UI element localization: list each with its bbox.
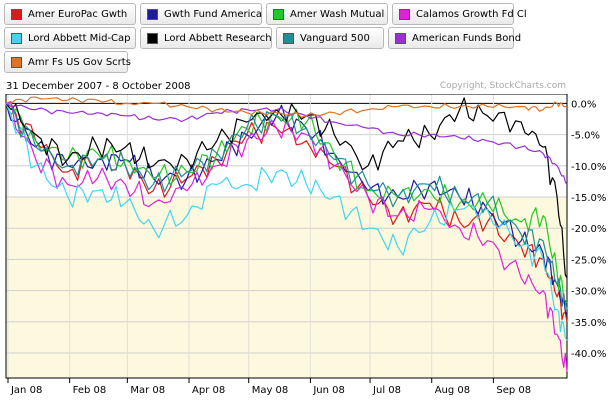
legend-item-4[interactable]: Lord Abbett Mid-Cap (4, 27, 136, 49)
x-tick-label: Jun 08 (312, 385, 345, 396)
date-range-label: 31 December 2007 - 8 October 2008 (6, 81, 191, 92)
y-tick-label: -5.0% (571, 131, 600, 142)
y-tick-label: -35.0% (571, 318, 606, 329)
legend-item-5[interactable]: Lord Abbett Research (140, 27, 272, 49)
legend-label: Lord Abbett Research (164, 32, 272, 44)
legend-item-0[interactable]: Amer EuroPac Gwth (4, 3, 136, 25)
legend-label: American Funds Bond (412, 32, 522, 44)
legend-swatch (11, 32, 22, 44)
x-tick-label: Jul 08 (372, 385, 401, 396)
plot-bg-upper (6, 94, 567, 197)
y-tick-label: -15.0% (571, 193, 606, 204)
legend-swatch (399, 8, 410, 20)
legend-swatch (11, 8, 22, 20)
x-tick-label: Aug 08 (435, 385, 470, 396)
y-tick-label: 0.0% (571, 99, 596, 110)
legend-swatch (283, 32, 294, 44)
series-line-6 (5, 102, 568, 310)
performance-chart: 0.0% -5.0% -10.0% -15.0% -20.0% -25.0% -30.0% -… (5, 94, 606, 396)
y-tick-label: -30.0% (571, 287, 606, 298)
copyright-text: Copyright, StockCharts.com (439, 81, 566, 91)
legend-item-1[interactable]: Gwth Fund America (140, 3, 262, 25)
legend-label: Vanguard 500 (300, 32, 370, 44)
legend-item-8[interactable]: Amr Fs US Gov Scrts (4, 51, 131, 73)
legend-item-3[interactable]: Calamos Growth Fd Cl (392, 3, 527, 25)
series-line-4 (5, 103, 568, 341)
x-tick-label: Apr 08 (192, 385, 225, 396)
x-tick-label: Jan 08 (10, 385, 42, 396)
y-tick-label: -20.0% (571, 224, 606, 235)
legend-item-6[interactable]: Vanguard 500 (276, 27, 384, 49)
legend-swatch (395, 32, 406, 44)
legend-label: Calamos Growth Fd Cl (416, 8, 527, 20)
x-tick-label: Feb 08 (73, 385, 107, 396)
legend-swatch (11, 56, 22, 68)
legend-label: Amr Fs US Gov Scrts (28, 56, 131, 68)
legend-label: Lord Abbett Mid-Cap (28, 32, 131, 44)
legend-label: Gwth Fund America (164, 8, 263, 20)
legend-item-2[interactable]: Amer Wash Mutual (266, 3, 388, 25)
legend-item-7[interactable]: American Funds Bond (388, 27, 521, 49)
y-tick-label: -10.0% (571, 162, 606, 173)
plot-frame (5, 94, 568, 379)
x-tick-label: Mar 08 (130, 385, 165, 396)
legend-swatch (273, 8, 284, 20)
y-tick-label: -25.0% (571, 255, 606, 266)
legend-label: Amer Wash Mutual (290, 8, 385, 20)
y-tick-label: -40.0% (571, 349, 606, 360)
legend-label: Amer EuroPac Gwth (28, 8, 128, 20)
series-line-8 (5, 96, 568, 118)
x-tick-label: Sep 08 (496, 385, 531, 396)
legend-swatch (147, 32, 158, 44)
legend-swatch (147, 8, 158, 20)
legend: Amer EuroPac Gwth Gwth Fund America Amer W… (0, 0, 614, 76)
series-line-3 (5, 101, 568, 372)
x-tick-label: May 08 (252, 385, 289, 396)
plot-bg-lower (6, 196, 567, 378)
